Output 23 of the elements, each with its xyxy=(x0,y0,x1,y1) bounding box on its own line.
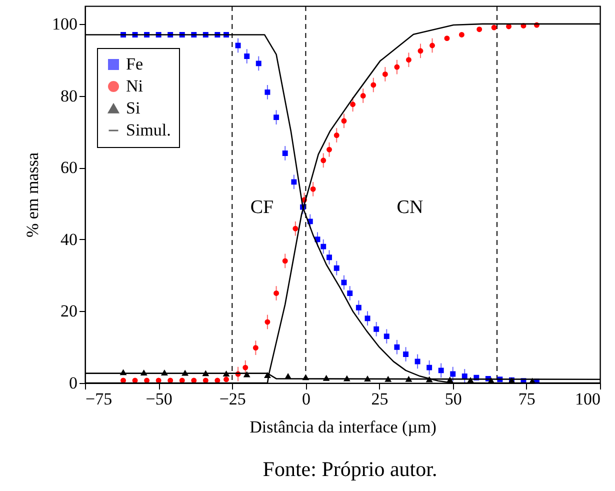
legend-label: Simul. xyxy=(126,120,171,140)
x-tick-label: 0 xyxy=(302,390,310,408)
legend-label: Fe xyxy=(126,54,143,74)
y-tick-label: 40 xyxy=(60,230,78,249)
annotation: CN xyxy=(396,197,424,218)
y-tick-label: 20 xyxy=(60,302,78,321)
y-tick-label: 60 xyxy=(60,158,78,178)
x-tick-label: 25 xyxy=(371,390,388,408)
x-axis-title: Distância da interface (µm) xyxy=(250,418,436,436)
x-tick-label: 75 xyxy=(518,390,536,408)
y-tick-label: 0 xyxy=(69,374,78,392)
y-tick-label: 80 xyxy=(60,86,78,106)
x-tick-label: −25 xyxy=(219,390,246,408)
legend-label: Si xyxy=(126,98,140,118)
y-tick-label: 100 xyxy=(52,14,78,34)
x-tick-label: −50 xyxy=(146,390,172,408)
x-tick-label: 100 xyxy=(575,390,600,408)
legend-label: Ni xyxy=(126,76,144,96)
x-tick-label: 50 xyxy=(444,390,462,408)
source-note: Fonte: Próprio autor. xyxy=(262,457,438,481)
x-tick-label: −75 xyxy=(86,390,112,408)
annotation: CF xyxy=(250,197,274,218)
y-axis-title: % em massa xyxy=(23,152,42,238)
